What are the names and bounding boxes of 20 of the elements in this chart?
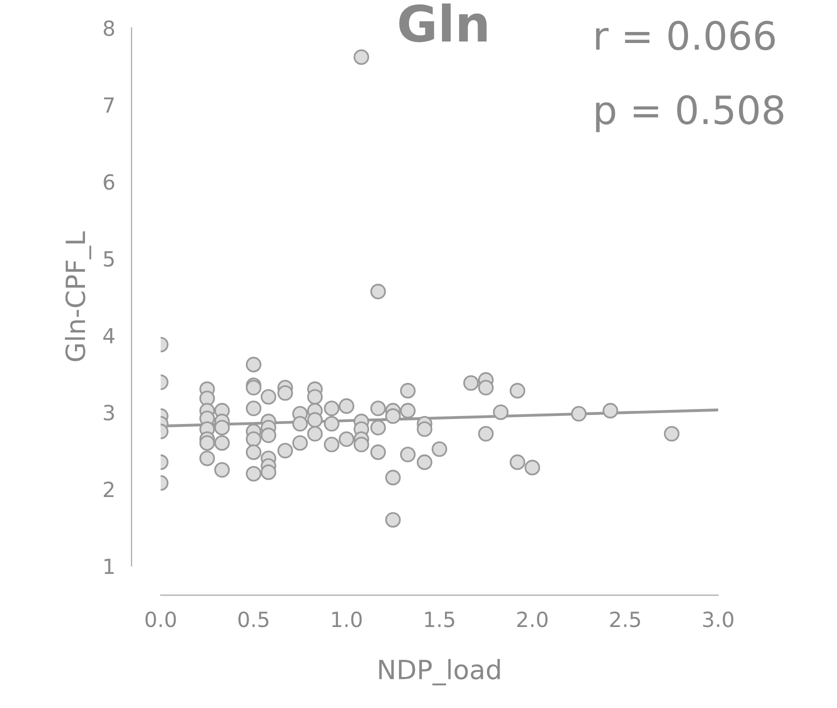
y-tick-label: 8: [104, 20, 114, 36]
y-tick-label: 3: [104, 404, 114, 420]
x-tick-label: 2.0: [517, 611, 548, 628]
x-axis-title: NDP_load: [379, 659, 500, 686]
x-tick-label: 0.5: [238, 611, 268, 628]
y-tick-label: 5: [104, 251, 114, 267]
y-tick-label: 7: [104, 97, 114, 113]
y-tick-label: 2: [104, 482, 114, 498]
x-tick-label: 2.5: [610, 611, 640, 628]
y-tick-label: 4: [103, 328, 114, 344]
y-tick-label: 6: [104, 174, 114, 190]
y-tick-label: 1: [104, 558, 114, 574]
x-tick-label: 3.0: [703, 611, 734, 628]
annotation: r = 0.066: [596, 20, 775, 50]
x-tick-label: 0.0: [146, 611, 176, 628]
annotation: p = 0.508: [596, 95, 784, 132]
x-tick-label: 1.0: [332, 611, 362, 628]
x-tick-label: 1.5: [425, 612, 454, 628]
chart-title: Gln: [399, 4, 487, 42]
y-axis-title: Gln-CPF_L: [64, 231, 92, 362]
